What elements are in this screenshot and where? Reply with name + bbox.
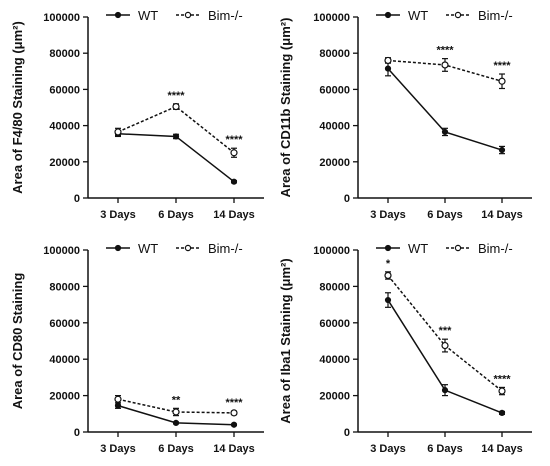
y-axis-label: Area of F4/80 Staining (μm²) [10,21,25,194]
y-axis-label: Area of Iba1 Staining (μm²) [278,258,293,423]
y-tick-label: 100000 [43,245,80,257]
significance-label: *** [439,325,453,337]
data-point-bim [498,387,506,395]
y-tick-label: 60000 [319,318,350,330]
y-tick-label: 100000 [313,12,350,24]
legend-label-bim: Bim-/- [478,241,513,256]
x-tick-label: 14 Days [213,443,255,455]
x-tick-label: 6 Days [427,209,462,221]
legend-marker-wt [114,11,122,19]
y-tick-label: 0 [344,193,350,205]
y-tick-label: 20000 [319,391,350,403]
legend-label-wt: WT [408,241,428,256]
y-tick-label: 40000 [319,121,350,133]
legend-marker-bim [454,11,462,19]
data-point-wt [384,296,392,304]
y-tick-label: 100000 [43,12,80,24]
legend-marker-bim [184,11,192,19]
x-tick-label: 6 Days [158,443,193,455]
data-point-bim [384,271,392,280]
legend-label-wt: WT [408,8,428,23]
y-tick-label: 0 [74,427,80,439]
legend-marker-wt [384,11,392,19]
x-tick-label: 14 Days [481,209,523,221]
data-point-wt [230,421,238,428]
significance-label: **** [225,134,243,146]
data-point-bim [172,102,180,111]
series-line-wt [117,132,235,183]
chart-panel-4: 0 20000 40000 60000 80000 100000 3 Days 6 Days 1… [278,241,532,455]
significance-label: **** [436,45,454,57]
legend-label-bim: Bim-/- [208,241,243,256]
y-tick-label: 20000 [49,391,80,403]
legend-marker-wt [384,244,392,252]
data-point-wt [441,128,449,136]
data-point-bim [230,149,238,157]
significance-label: ** [172,394,181,406]
legend-label-bim: Bim-/- [208,8,243,23]
x-tick-label: 3 Days [100,443,135,455]
y-tick-label: 60000 [49,318,80,330]
significance-label: **** [167,90,185,102]
x-tick-label: 6 Days [158,209,193,221]
data-point-bim [172,408,180,416]
chart-panel-3: 0 20000 40000 60000 80000 100000 3 Days 6 Days 1… [10,241,264,455]
data-point-wt [172,419,180,426]
legend-label-wt: WT [138,8,158,23]
legend-marker-bim [184,244,192,252]
y-tick-label: 40000 [49,354,80,366]
x-tick-label: 3 Days [370,443,405,455]
y-tick-label: 40000 [49,121,80,133]
data-point-wt [384,65,392,72]
data-point-wt [498,146,506,154]
legend-label-bim: Bim-/- [478,8,513,23]
y-tick-label: 0 [344,427,350,439]
data-point-bim [498,77,506,85]
data-point-bim [114,395,122,403]
data-point-wt [498,409,506,416]
data-point-wt [172,133,180,140]
legend-marker-bim [454,244,462,252]
significance-label: **** [225,397,243,409]
data-point-wt [114,402,122,409]
data-point-bim [384,56,392,65]
significance-label: **** [493,373,511,385]
x-tick-label: 14 Days [481,443,523,455]
data-point-wt [230,178,238,185]
data-point-bim [441,341,449,350]
y-tick-label: 80000 [319,281,350,293]
significance-label: * [386,258,391,270]
x-tick-label: 6 Days [427,443,462,455]
x-tick-label: 3 Days [370,209,405,221]
series-line-bim [117,105,235,154]
data-point-bim [114,128,122,136]
y-tick-label: 20000 [49,157,80,169]
data-point-wt [441,387,449,394]
y-axis-label: Area of CD11b Staining (μm²) [278,18,293,198]
legend-marker-wt [114,244,122,252]
y-tick-label: 20000 [319,157,350,169]
y-axis-label: Area of CD80 Staining [10,273,25,410]
y-tick-label: 60000 [49,84,80,96]
x-tick-label: 14 Days [213,209,255,221]
y-tick-label: 40000 [319,354,350,366]
data-point-bim [441,61,449,69]
y-tick-label: 0 [74,193,80,205]
chart-panel-2: 0 20000 40000 60000 80000 100000 3 Days 6 Days 1… [278,8,532,221]
y-tick-label: 80000 [49,48,80,60]
series-line-wt [387,68,503,151]
data-point-bim [230,409,238,417]
x-tick-label: 3 Days [100,209,135,221]
y-tick-label: 100000 [313,245,350,257]
y-tick-label: 80000 [49,281,80,293]
significance-label: **** [493,60,511,72]
legend-label-wt: WT [138,241,158,256]
y-tick-label: 60000 [319,84,350,96]
y-tick-label: 80000 [319,48,350,60]
chart-panel-1: 0 20000 40000 60000 80000 100000 3 Days 6 Days 1… [10,8,264,221]
